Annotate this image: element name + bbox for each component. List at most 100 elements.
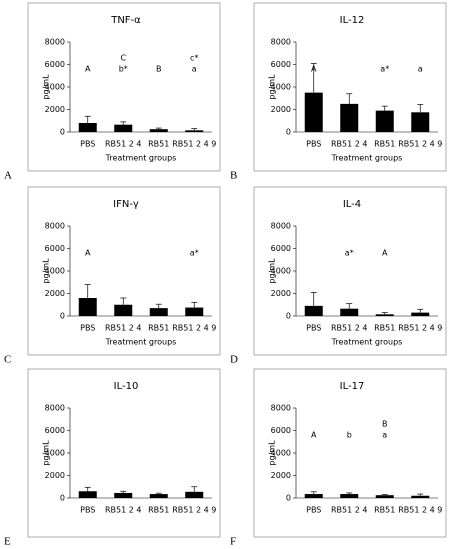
y-tick-label: 4000 (271, 267, 291, 276)
y-tick-label: 0 (286, 494, 291, 503)
bar (78, 123, 97, 132)
bar (375, 314, 394, 316)
x-axis-label: Treatment groups (331, 338, 403, 347)
panel-frame (253, 2, 447, 172)
bar (340, 494, 359, 498)
y-tick-label: 6000 (271, 244, 291, 253)
x-tick-label: PBS (80, 324, 95, 333)
x-tick-label: PBS (306, 140, 321, 149)
annotation: A (85, 65, 91, 74)
panel-letter: E (4, 536, 11, 548)
y-tick-label: 2000 (271, 471, 291, 480)
bar (78, 491, 97, 498)
annotation: A (311, 65, 317, 74)
bar (114, 304, 133, 316)
x-tick-label: RB51 (374, 324, 395, 333)
y-tick-label: 6000 (271, 60, 291, 69)
y-tick-label: 0 (286, 312, 291, 321)
chart-title: IL-12 (340, 15, 365, 26)
y-tick-label: 4000 (45, 449, 65, 458)
bar (185, 491, 204, 498)
panel-letter: B (230, 170, 237, 182)
bar (149, 308, 168, 316)
annotation: B (382, 420, 388, 429)
x-tick-label: RB51 (148, 324, 169, 333)
annotation: A (85, 249, 91, 258)
y-tick-label: 4000 (45, 267, 65, 276)
x-tick-label: RB51 2 4 (331, 140, 368, 149)
panel-letter: F (230, 536, 236, 548)
y-tick-label: 0 (286, 128, 291, 137)
y-tick-label: 4000 (271, 449, 291, 458)
bar (78, 298, 97, 316)
panel-frame (27, 2, 221, 172)
y-tick-label: 2000 (45, 471, 65, 480)
y-axis-label: pg/mL (268, 74, 277, 100)
panel-frame (27, 368, 221, 538)
annotation: a (382, 431, 387, 440)
bar (304, 305, 323, 316)
bar (185, 307, 204, 316)
panel-frame (253, 368, 447, 538)
y-tick-label: 8000 (45, 404, 65, 413)
annotation: a* (190, 249, 199, 258)
bar (375, 495, 394, 498)
chart-title: IL-10 (114, 381, 139, 392)
y-tick-label: 6000 (45, 426, 65, 435)
panel-frame (253, 186, 447, 356)
x-axis-label: Treatment groups (331, 154, 403, 163)
y-axis-label: pg/mL (268, 258, 277, 284)
y-tick-label: 6000 (45, 60, 65, 69)
y-tick-label: 8000 (271, 222, 291, 231)
y-tick-label: 8000 (45, 222, 65, 231)
chart-title: IFN-γ (113, 199, 139, 210)
annotation: b (347, 431, 352, 440)
y-tick-label: 4000 (45, 83, 65, 92)
x-tick-label: PBS (80, 140, 95, 149)
y-axis-label: pg/mL (42, 258, 51, 284)
bar (185, 130, 204, 132)
y-tick-label: 0 (60, 128, 65, 137)
chart-title: IL-17 (340, 381, 365, 392)
y-tick-label: 6000 (271, 426, 291, 435)
panel-frame (27, 186, 221, 356)
x-tick-label: PBS (80, 506, 95, 515)
bar (149, 129, 168, 132)
y-tick-label: 2000 (271, 105, 291, 114)
x-tick-label: PBS (306, 506, 321, 515)
bar (114, 124, 133, 132)
x-tick-label: RB51 (374, 140, 395, 149)
x-tick-label: RB51 2 4 9 (172, 506, 216, 515)
chart-title: IL-4 (343, 199, 361, 210)
bar (375, 110, 394, 132)
x-tick-label: PBS (306, 324, 321, 333)
x-tick-label: RB51 2 4 (105, 140, 142, 149)
panel-letter: D (230, 354, 238, 366)
y-axis-label: pg/mL (268, 440, 277, 466)
x-tick-label: RB51 (374, 506, 395, 515)
annotation: a (192, 65, 197, 74)
panel-letter: A (4, 170, 12, 182)
y-tick-label: 8000 (271, 38, 291, 47)
y-tick-label: 2000 (45, 105, 65, 114)
y-tick-label: 2000 (45, 289, 65, 298)
annotation: B (156, 65, 162, 74)
bar (304, 92, 323, 132)
annotation: A (382, 249, 388, 258)
annotation: C (120, 54, 126, 63)
y-axis-label: pg/mL (42, 74, 51, 100)
x-tick-label: RB51 2 4 9 (398, 324, 442, 333)
bar (411, 112, 430, 132)
x-tick-label: RB51 2 4 (331, 324, 368, 333)
y-tick-label: 4000 (271, 83, 291, 92)
x-tick-label: RB51 (148, 506, 169, 515)
bar (340, 308, 359, 316)
bar (114, 492, 133, 498)
bar (340, 103, 359, 132)
annotation: a* (380, 65, 389, 74)
bar (411, 495, 430, 498)
x-axis-label: Treatment groups (105, 154, 177, 163)
y-axis-label: pg/mL (42, 440, 51, 466)
y-tick-label: 8000 (271, 404, 291, 413)
